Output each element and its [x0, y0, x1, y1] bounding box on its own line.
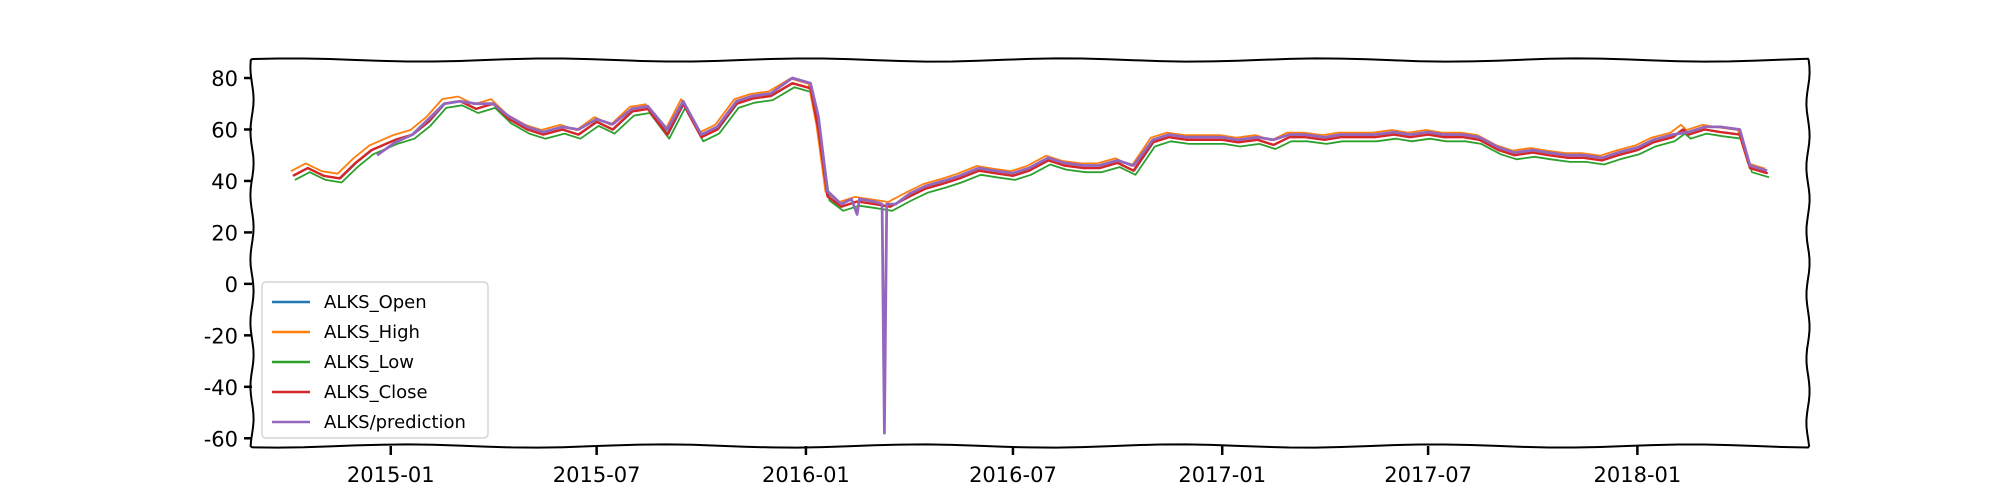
x-tick-label: 2018-01 — [1594, 463, 1682, 487]
x-tick-label: 2016-07 — [969, 463, 1057, 487]
x-tick-label: 2017-01 — [1178, 463, 1266, 487]
series-layer — [290, 76, 1770, 435]
y-tick-label: 40 — [211, 170, 238, 194]
legend-entry: ALKS_High — [272, 322, 420, 343]
series-line-close — [292, 81, 1768, 208]
legend-label: ALKS_Open — [324, 292, 427, 313]
legend-label: ALKS/prediction — [324, 412, 466, 433]
y-tick-label: 80 — [211, 67, 238, 91]
legend-label: ALKS_High — [324, 322, 420, 343]
legend: ALKS_Open ALKS_High ALKS_Low ALKS_Close ALKS… — [261, 281, 489, 439]
plot-frame — [249, 57, 1811, 449]
y-tick-label: 0 — [225, 273, 238, 297]
x-tick-label: 2017-07 — [1384, 463, 1472, 487]
x-axis: 2015-01 2015-07 2016-01 2016-07 2017-01 2017-… — [347, 446, 1681, 487]
series-line-high — [290, 77, 1766, 203]
y-axis: 80 60 40 20 0 -20 -40 -60 — [204, 67, 252, 451]
legend-box — [261, 281, 489, 439]
y-tick-label: 20 — [211, 221, 238, 245]
legend-label: ALKS_Close — [324, 382, 428, 403]
x-tick-label: 2016-01 — [762, 463, 850, 487]
series-line-low — [294, 86, 1770, 212]
legend-entry: ALKS_Low — [272, 352, 414, 373]
legend-label: ALKS_Low — [324, 352, 414, 373]
y-tick-label: -60 — [204, 427, 238, 451]
y-tick-label: -40 — [204, 376, 238, 400]
legend-entry: ALKS_Open — [272, 292, 427, 313]
y-tick-label: 60 — [211, 118, 238, 142]
series-line-prediction — [376, 76, 1768, 435]
series-line-open — [293, 82, 1769, 208]
y-tick-label: -20 — [204, 324, 238, 348]
legend-entry: ALKS/prediction — [272, 412, 466, 433]
x-tick-label: 2015-01 — [347, 463, 435, 487]
x-tick-label: 2015-07 — [553, 463, 641, 487]
legend-entry: ALKS_Close — [272, 382, 428, 403]
